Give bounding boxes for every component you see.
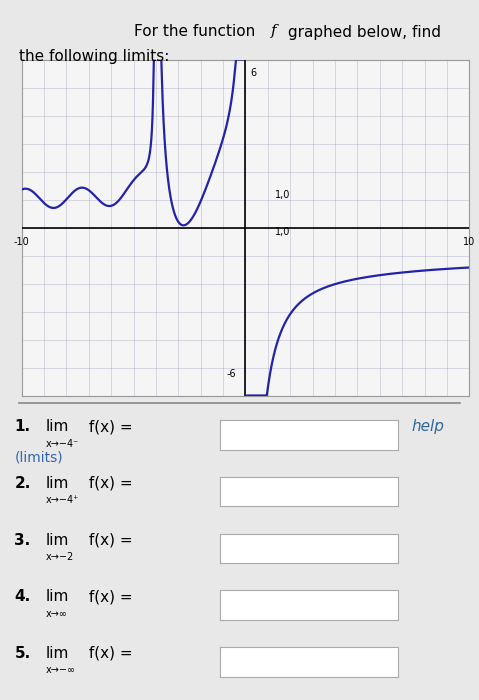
Text: f(x) =: f(x) = [84,419,133,434]
Text: For the function: For the function [134,25,260,39]
Text: f(x) =: f(x) = [84,533,133,547]
Text: f(x) =: f(x) = [84,476,133,491]
Text: 10: 10 [463,237,476,247]
Text: 2.: 2. [14,476,31,491]
Text: -10: -10 [14,237,29,247]
Text: (limits): (limits) [14,450,63,464]
Text: -6: -6 [227,369,237,379]
Text: 6: 6 [250,68,256,78]
Text: x→−∞: x→−∞ [46,665,76,676]
Text: lim: lim [46,533,69,547]
Text: 3.: 3. [14,533,31,547]
Text: x→−4⁺: x→−4⁺ [46,495,79,505]
Text: 4.: 4. [14,589,31,604]
Text: f(x) =: f(x) = [84,646,133,661]
Text: x→−4⁻: x→−4⁻ [46,438,79,449]
Text: the following limits:: the following limits: [19,49,170,64]
Text: f(x) =: f(x) = [84,589,133,604]
Text: lim: lim [46,419,69,434]
Text: graphed below, find: graphed below, find [283,25,441,39]
Text: 5.: 5. [14,646,31,661]
Text: 1,0: 1,0 [274,227,290,237]
Text: 1.: 1. [14,419,31,434]
Text: 1,0: 1,0 [274,190,290,200]
Text: x→−2: x→−2 [46,552,74,562]
Text: f: f [271,25,276,38]
Text: lim: lim [46,589,69,604]
Text: help: help [412,419,445,434]
Text: lim: lim [46,476,69,491]
Text: lim: lim [46,646,69,661]
Text: x→∞: x→∞ [46,608,68,619]
